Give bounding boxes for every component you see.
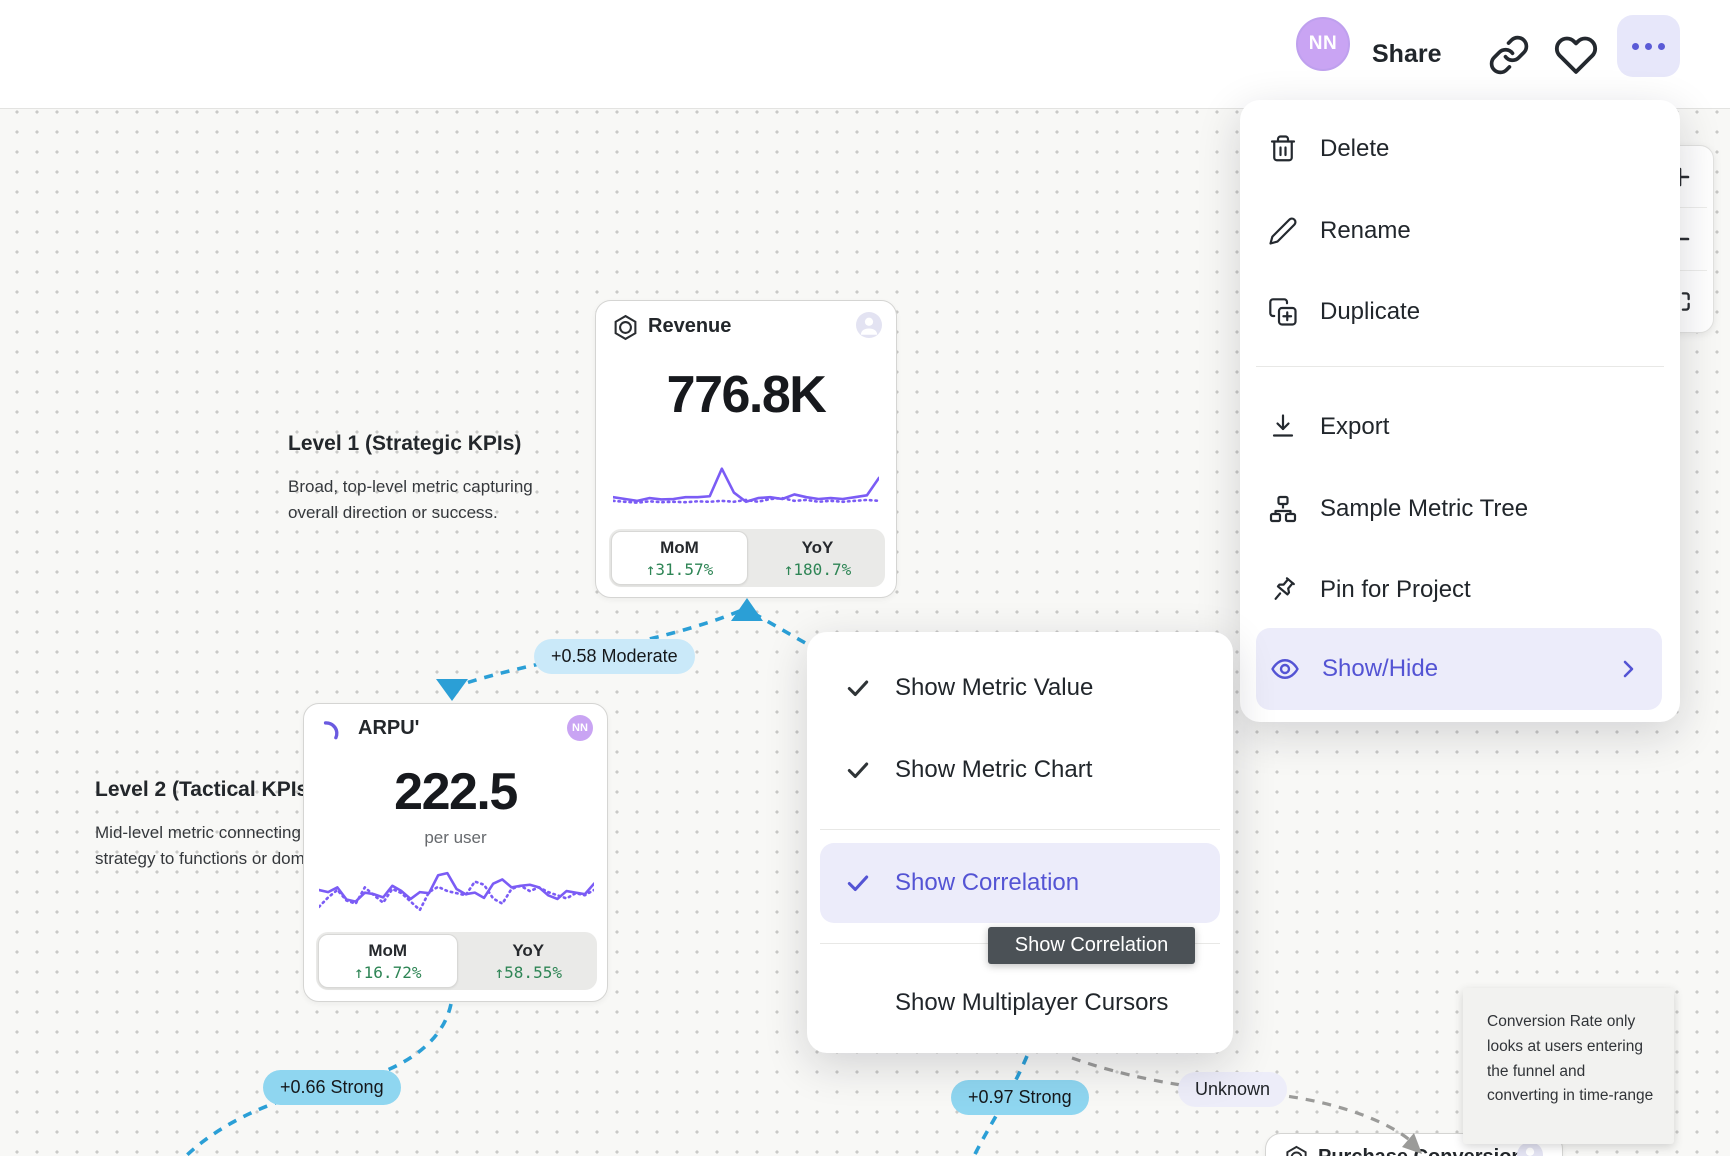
level2-desc-line1: Mid-level metric connecting [95,823,301,842]
level2-desc-line2: strategy to functions or doma [95,849,315,869]
card-title: Purchase Conversion R [1318,1146,1544,1156]
submenu-item-label: Show Metric Chart [895,756,1093,783]
card-title: ARPU' [358,717,420,739]
metric-value: 776.8K [666,366,827,424]
owner-avatar-icon [1517,1142,1543,1156]
pin-icon [1268,575,1298,605]
submenu-divider [820,829,1220,830]
menu-item-duplicate[interactable]: Duplicate [1240,271,1680,353]
menu-item-label: Delete [1320,135,1390,162]
pencil-icon [1268,216,1298,246]
duplicate-icon [1268,297,1298,327]
download-icon [1268,412,1298,442]
mom-value: ↑16.72% [354,962,422,982]
note-line: the funnel and [1487,1062,1586,1080]
divider [1653,207,1707,209]
metric-tree-icon [1268,494,1298,524]
check-icon [845,870,871,896]
yoy-toggle[interactable]: YoY ↑58.55% [460,932,598,990]
mom-label: MoM [660,537,699,557]
menu-item-label: Show/Hide [1322,655,1439,682]
mom-toggle[interactable]: MoM ↑31.57% [611,531,748,585]
ellipsis-icon [1632,42,1639,50]
owner-avatar-icon [856,312,882,338]
user-avatar[interactable]: NN [1296,17,1350,71]
menu-item-export[interactable]: Export [1240,386,1680,468]
eye-icon [1270,654,1300,684]
yoy-value: ↑180.7% [783,559,852,579]
check-icon [845,675,871,701]
level2-annotation-description[interactable]: Mid-level metric connecting strategy to … [95,820,385,873]
menu-item-pin-for-project[interactable]: Pin for Project [1240,549,1680,631]
menu-item-label: Rename [1320,217,1411,244]
submenu-item-show-metric-value[interactable]: Show Metric Value [807,648,1233,728]
menu-item-rename[interactable]: Rename [1240,190,1680,272]
menu-item-label: Duplicate [1320,298,1421,325]
menu-divider [1256,366,1664,367]
share-button[interactable]: Share [1372,39,1442,68]
level2-annotation-title[interactable]: Level 2 (Tactical KPIs [95,778,309,801]
metric-unit: per user [424,828,487,847]
correlation-badge-moderate[interactable]: +0.58 Moderate [534,639,695,674]
metric-card-revenue[interactable]: Revenue 776.8K MoM ↑31.57% YoY ↑180.7% [595,300,897,598]
context-menu: Delete Rename Duplicate [1240,100,1680,722]
submenu-item-show-metric-chart[interactable]: Show Metric Chart [807,730,1233,810]
correlation-badge-strong-1[interactable]: +0.66 Strong [263,1070,401,1105]
correlation-badge-strong-2[interactable]: +0.97 Strong [951,1080,1089,1115]
yoy-toggle[interactable]: YoY ↑180.7% [750,529,885,587]
period-toggle: MoM ↑31.57% YoY ↑180.7% [609,529,885,587]
sparkline-chart [613,461,879,515]
crescent-icon [322,716,346,745]
collaborator-avatar: NN [567,715,593,741]
level1-annotation-title[interactable]: Level 1 (Strategic KPIs) [288,432,522,455]
yoy-value: ↑58.55% [494,962,562,982]
mom-toggle[interactable]: MoM ↑16.72% [318,934,458,988]
yoy-label: YoY [801,537,834,557]
check-icon [845,757,871,783]
submenu-item-show-correlation[interactable]: Show Correlation [820,843,1220,923]
submenu-item-show-multiplayer-cursors[interactable]: Show Multiplayer Cursors [807,963,1233,1043]
hexagon-badge-icon [1284,1145,1309,1156]
menu-item-delete[interactable]: Delete [1240,108,1680,190]
sparkline-chart [319,859,594,921]
submenu-item-label: Show Correlation [895,869,1080,896]
more-options-button[interactable] [1617,15,1680,77]
show-correlation-tooltip: Show Correlation [988,927,1195,964]
menu-item-label: Export [1320,413,1390,440]
note-line: converting in time-range [1487,1087,1654,1105]
favorite-heart-icon[interactable] [1552,32,1600,78]
submenu-item-label: Show Multiplayer Cursors [895,989,1169,1016]
correlation-badge-unknown[interactable]: Unknown [1178,1072,1288,1107]
chevron-right-icon [1616,628,1640,710]
copy-link-icon[interactable] [1486,32,1532,78]
hexagon-badge-icon [612,314,639,346]
menu-item-show-hide[interactable]: Show/Hide [1256,628,1662,710]
show-hide-submenu: Show Metric Value Show Metric Chart Show… [807,632,1233,1053]
metric-card-arpu[interactable]: ARPU' NN 222.5 per user MoM ↑16.72% YoY … [303,703,608,1002]
level1-annotation-description[interactable]: Broad, top-level metric capturing overal… [288,477,533,523]
mom-label: MoM [368,940,408,960]
divider [1653,269,1707,271]
menu-item-label: Sample Metric Tree [1320,495,1529,522]
yoy-label: YoY [512,940,545,960]
card-title: Revenue [648,315,732,337]
menu-item-sample-metric-tree[interactable]: Sample Metric Tree [1240,468,1680,550]
note-line: Conversion Rate only [1487,1013,1636,1030]
metric-value: 222.5 [394,763,518,821]
period-toggle: MoM ↑16.72% YoY ↑58.55% [316,932,597,990]
note-annotation[interactable]: Conversion Rate only looks at users ente… [1463,988,1674,1144]
trash-icon [1268,134,1298,164]
top-bar: NN Share [0,0,1730,108]
submenu-item-label: Show Metric Value [895,674,1094,701]
note-line: looks at users entering [1487,1037,1643,1055]
menu-item-label: Pin for Project [1320,576,1471,603]
mom-value: ↑31.57% [645,559,714,579]
